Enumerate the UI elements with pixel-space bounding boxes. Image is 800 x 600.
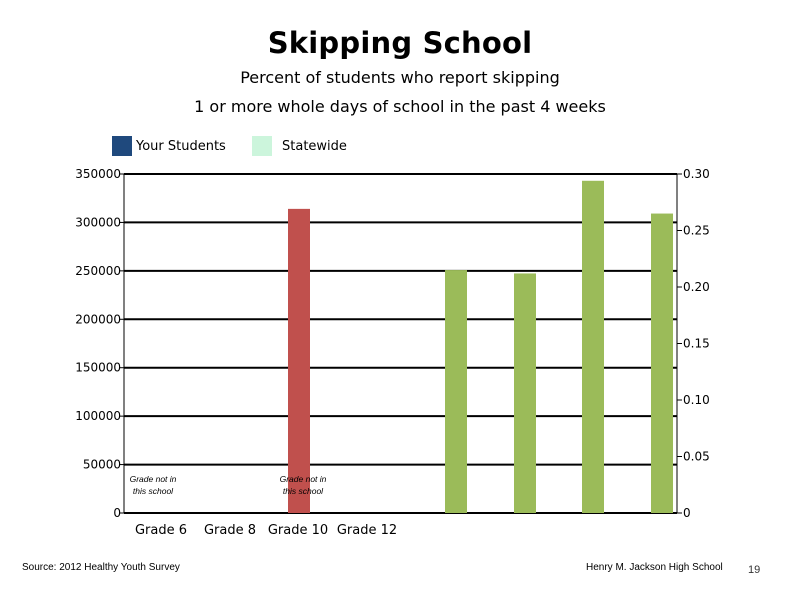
left-axis-tick-label: 0 bbox=[113, 506, 121, 520]
left-axis-tick-label: 50000 bbox=[83, 458, 121, 472]
annotation-grade-not-in-school-line-1: Grade not in bbox=[130, 474, 177, 484]
legend-label-statewide: Statewide bbox=[282, 138, 347, 154]
annotation-grade-not-in-school-line-1: Grade not in bbox=[280, 474, 327, 484]
x-axis-category-label: Grade 10 bbox=[268, 523, 328, 538]
legend-item-your-students: Your Students bbox=[112, 136, 226, 156]
legend-item-statewide: Statewide bbox=[252, 136, 347, 156]
right-axis-tick-label: 0.30 bbox=[683, 167, 710, 181]
x-axis-category-label: Grade 8 bbox=[204, 523, 256, 538]
bar bbox=[514, 273, 536, 513]
right-axis-tick-label: 0 bbox=[683, 506, 691, 520]
legend-swatch-statewide bbox=[252, 136, 272, 156]
x-axis-category-label: Grade 6 bbox=[135, 523, 187, 538]
left-axis-tick-label: 350000 bbox=[75, 167, 121, 181]
right-axis-tick-label: 0.05 bbox=[683, 450, 710, 464]
legend-swatch-your-students bbox=[112, 136, 132, 156]
right-axis-tick-label: 0.25 bbox=[683, 224, 710, 238]
right-axis-tick-label: 0.15 bbox=[683, 337, 710, 351]
bar bbox=[582, 180, 604, 513]
left-axis-tick-label: 250000 bbox=[75, 264, 121, 278]
chart-title: Skipping School bbox=[267, 26, 533, 60]
right-axis-tick-label: 0.20 bbox=[683, 280, 710, 294]
bar bbox=[445, 270, 467, 513]
chart-subtitle-line-2: 1 or more whole days of school in the pa… bbox=[194, 97, 606, 116]
annotation-grade-not-in-school-line-2: this school bbox=[283, 486, 324, 496]
left-axis-tick-label: 100000 bbox=[75, 409, 121, 423]
bar bbox=[651, 213, 673, 514]
left-axis-tick-label: 200000 bbox=[75, 312, 121, 326]
bar bbox=[288, 208, 310, 513]
page-number: 19 bbox=[748, 564, 761, 576]
x-axis-category-label: Grade 12 bbox=[337, 523, 397, 538]
chart-subtitle-line-1: Percent of students who report skipping bbox=[240, 68, 560, 87]
source-note: Source: 2012 Healthy Youth Survey bbox=[22, 562, 180, 573]
left-axis-tick-label: 300000 bbox=[75, 215, 121, 229]
legend-label-your-students: Your Students bbox=[136, 138, 226, 154]
school-name: Henry M. Jackson High School bbox=[586, 562, 723, 573]
right-axis-tick-label: 0.10 bbox=[683, 393, 710, 407]
annotation-grade-not-in-school-line-2: this school bbox=[133, 486, 174, 496]
left-axis-tick-label: 150000 bbox=[75, 361, 121, 375]
